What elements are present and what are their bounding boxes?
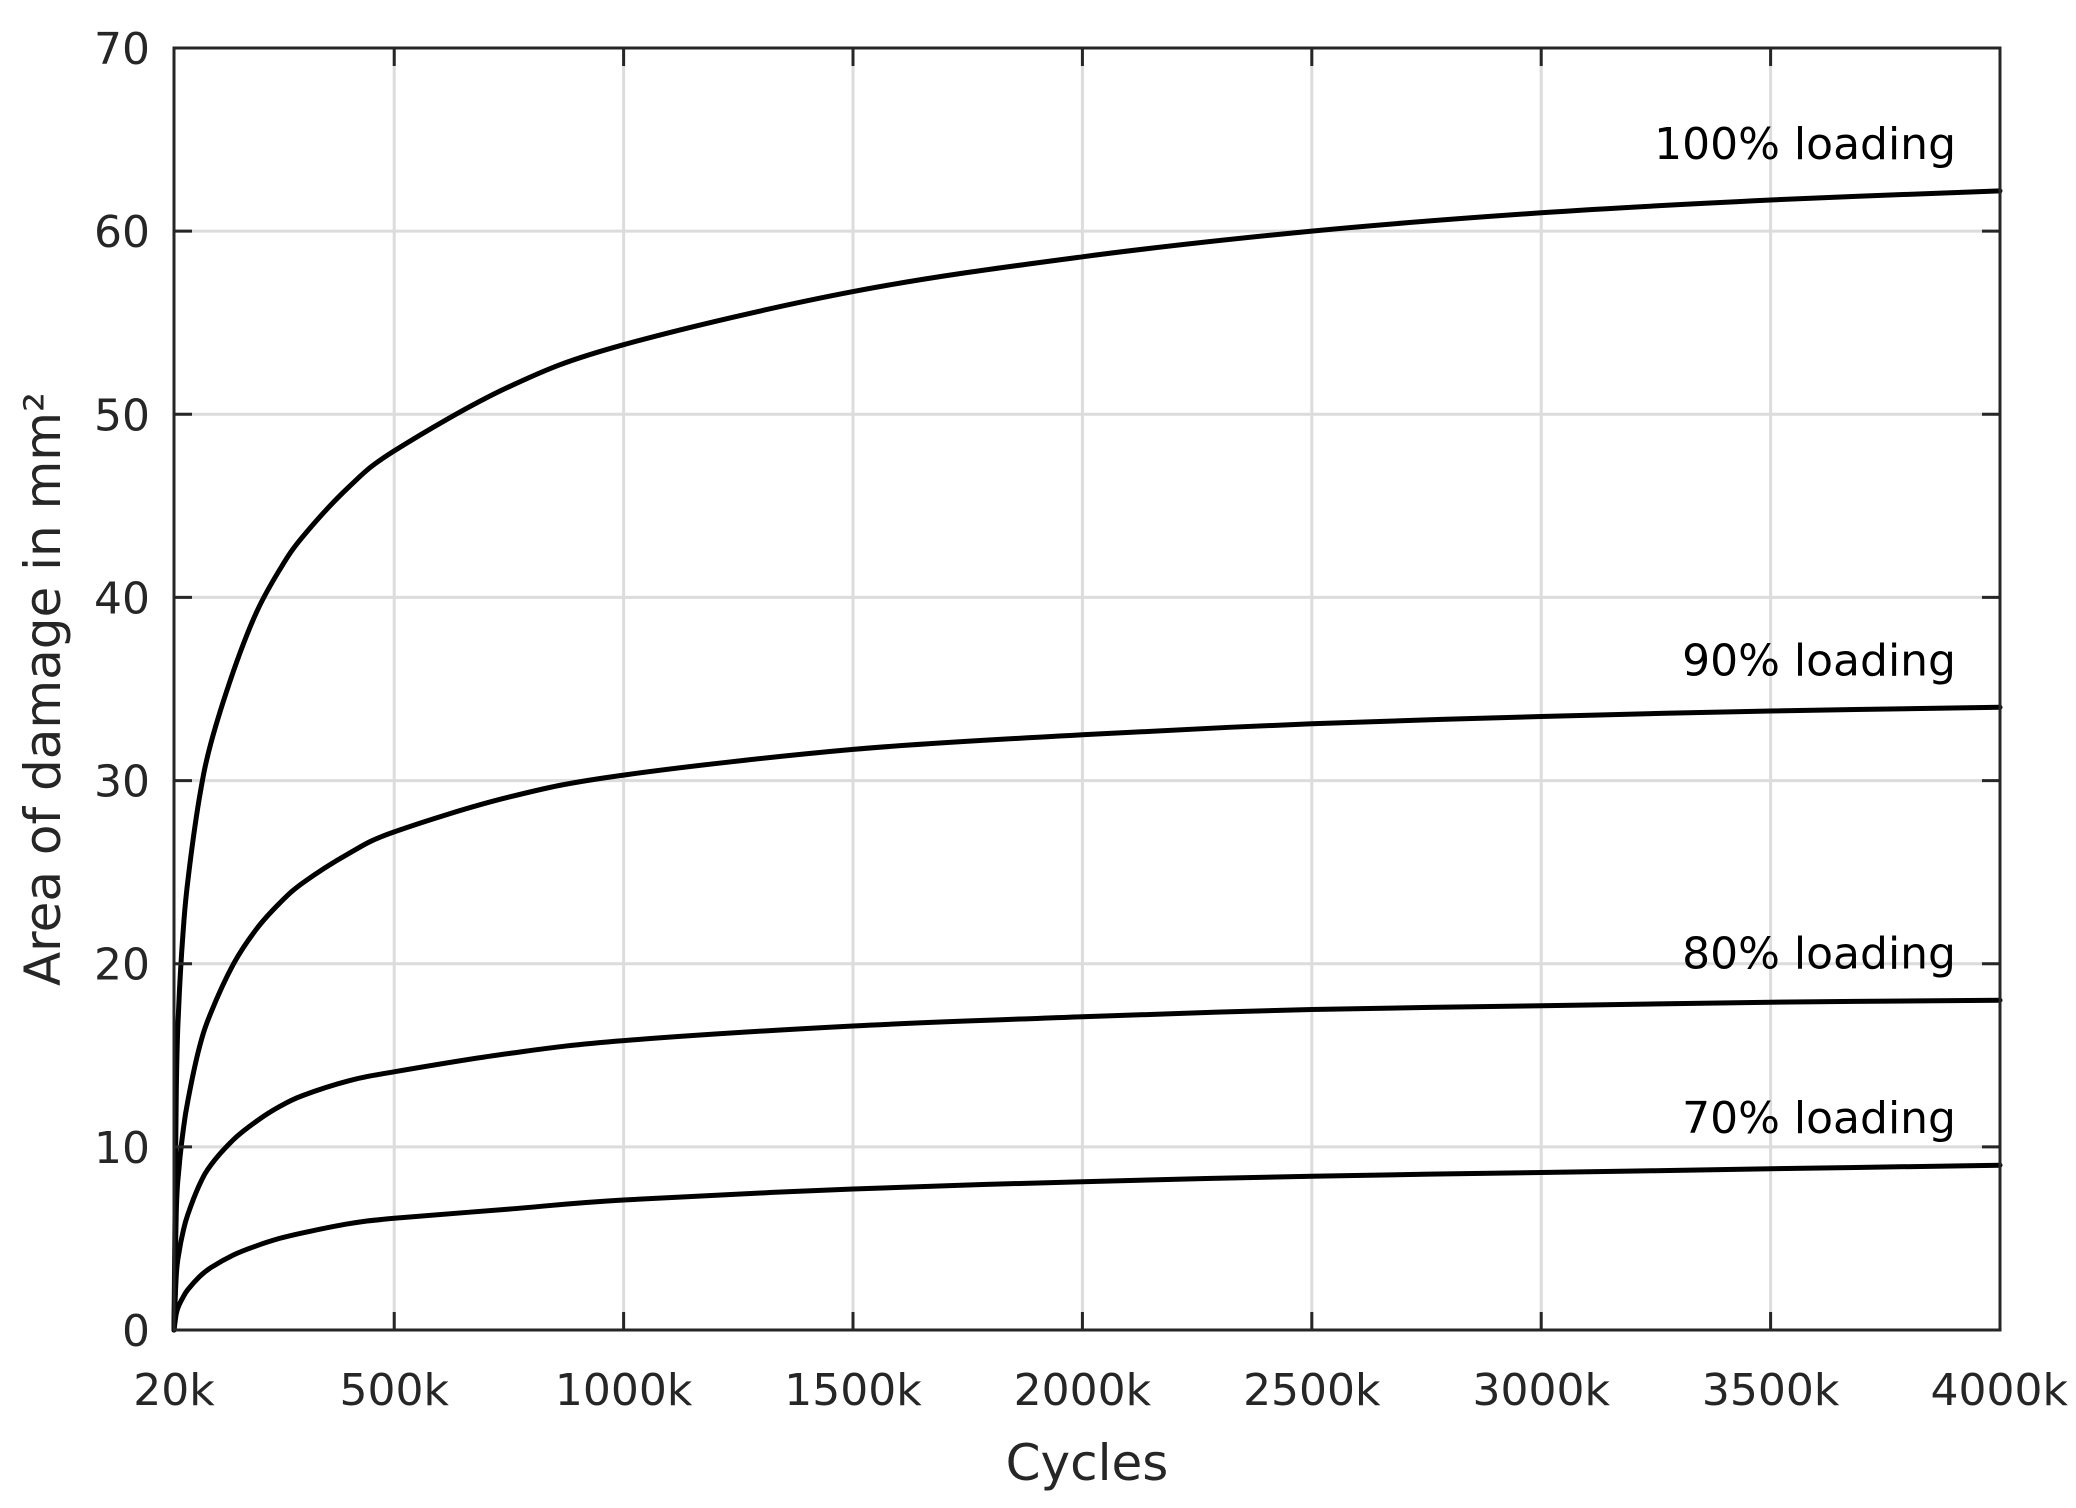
x-tick-label: 4000k [1931,1365,2069,1416]
plot-area-border [172,46,2002,1332]
x-tick-label: 1000k [555,1365,693,1416]
y-tick-label: 60 [94,207,150,258]
y-tick-label: 50 [94,390,150,441]
series-label-100-loading: 100% loading [1654,119,1956,170]
y-tick-labels: 0 10 20 30 40 50 60 70 [94,24,150,1357]
series-labels: 100% loading 90% loading 80% loading 70% lo… [1654,119,1956,1144]
series-label-70-loading: 70% loading [1682,1093,1956,1144]
series-label-80-loading: 80% loading [1682,928,1956,979]
series-line-100-loading [171,188,2003,1333]
x-tick-label: 20k [133,1365,215,1416]
x-tick-labels: 20k 500k 1000k 1500k 2000k 2500k 3000k 3500k 400… [133,1365,2068,1416]
grid-lines [174,48,2000,1330]
x-tick-label: 2500k [1243,1365,1381,1416]
series-line-70-loading [171,1162,2003,1333]
x-tick-label: 1500k [784,1365,922,1416]
y-tick-label: 0 [122,1306,150,1357]
x-tick-label: 3000k [1472,1365,1610,1416]
y-tick-label: 10 [94,1123,150,1174]
y-tick-label: 70 [94,24,150,75]
x-tick-label: 2000k [1014,1365,1152,1416]
y-axis-label: Area of damage in mm² [14,392,72,986]
y-tick-label: 20 [94,940,150,991]
series-line-90-loading [171,704,2003,1333]
series-line-80-loading [171,997,2003,1333]
x-tick-label: 3500k [1702,1365,1840,1416]
series-label-90-loading: 90% loading [1682,635,1956,686]
tick-marks [172,46,2002,1332]
y-tick-label: 30 [94,757,150,808]
y-tick-label: 40 [94,573,150,624]
x-axis-label: Cycles [1006,1434,1169,1492]
series-lines [171,188,2003,1333]
x-tick-label: 500k [339,1365,449,1416]
